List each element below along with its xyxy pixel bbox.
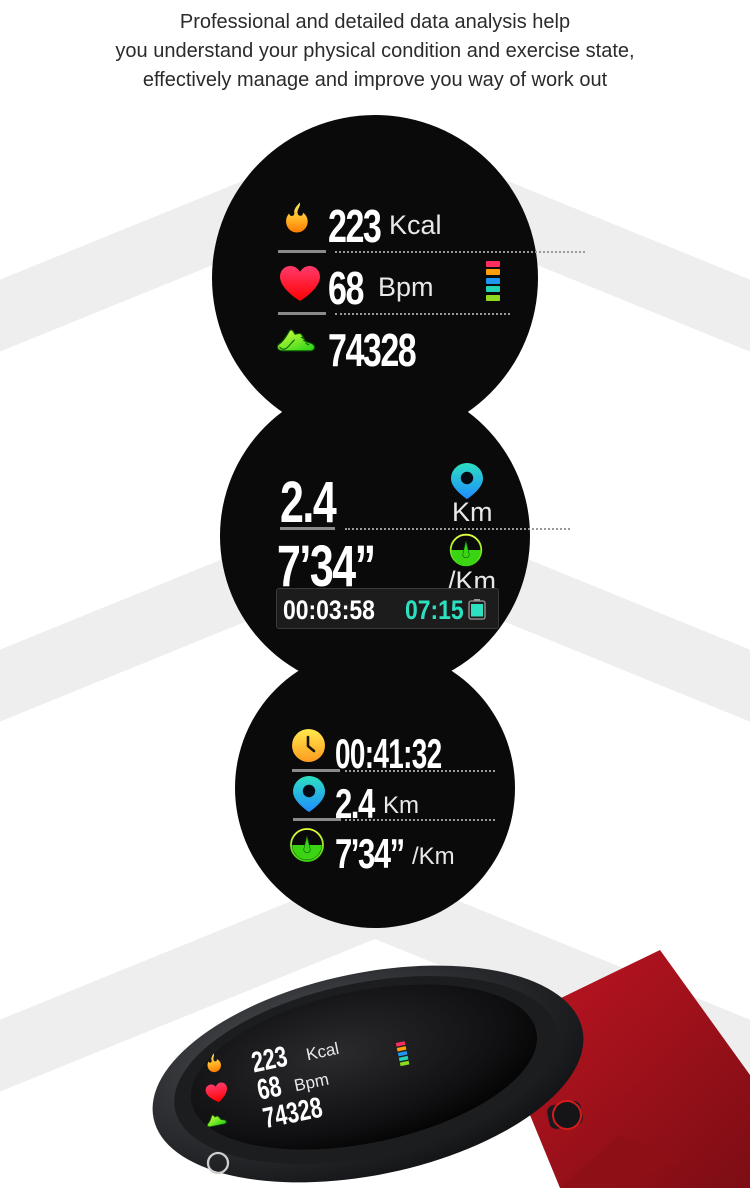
svg-text:Kcal: Kcal	[304, 1039, 340, 1064]
svg-text:Bpm: Bpm	[292, 1070, 330, 1096]
